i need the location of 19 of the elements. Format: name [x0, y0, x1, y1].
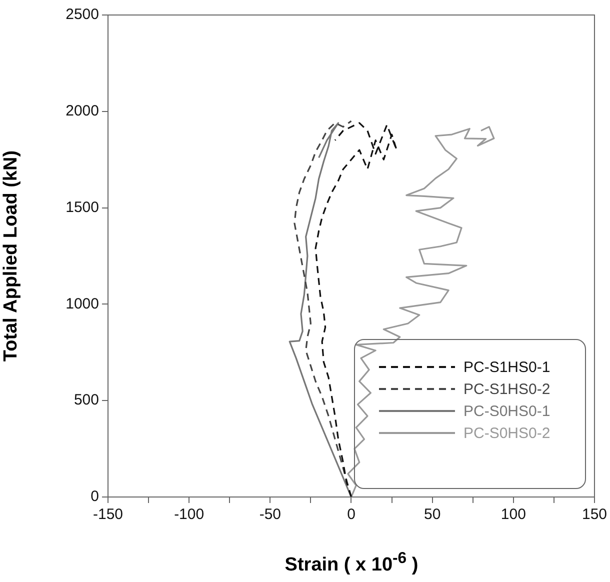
x-tick-label: 0 [347, 506, 356, 524]
x-tick-label: 50 [424, 506, 441, 524]
y-tick-label: 2500 [66, 6, 99, 24]
text: PC-S1HS0-2 [463, 380, 550, 398]
text: PC-S0HS0-2 [463, 424, 550, 442]
y-axis-title: Total Applied Load (kN) [0, 149, 22, 364]
text: PC-S1HS0-1 [463, 358, 550, 376]
x-axis-title: Strain ( x 10$^{-6}$ ) [284, 550, 420, 576]
y-tick-label: 0 [90, 488, 99, 506]
y-tick-label: 2000 [66, 102, 99, 120]
x-tick-label: -150 [92, 506, 124, 524]
text: PC-S0HS0-1 [463, 402, 550, 420]
x-tick-label: -50 [259, 506, 282, 524]
x-tick-label: -100 [174, 506, 204, 524]
y-tick-label: 500 [74, 392, 99, 409]
x-tick-label: 150 [582, 506, 607, 524]
y-tick-label: 1500 [66, 198, 99, 216]
x-tick-label: 100 [500, 506, 526, 524]
y-tick-label: 1000 [66, 295, 99, 312]
